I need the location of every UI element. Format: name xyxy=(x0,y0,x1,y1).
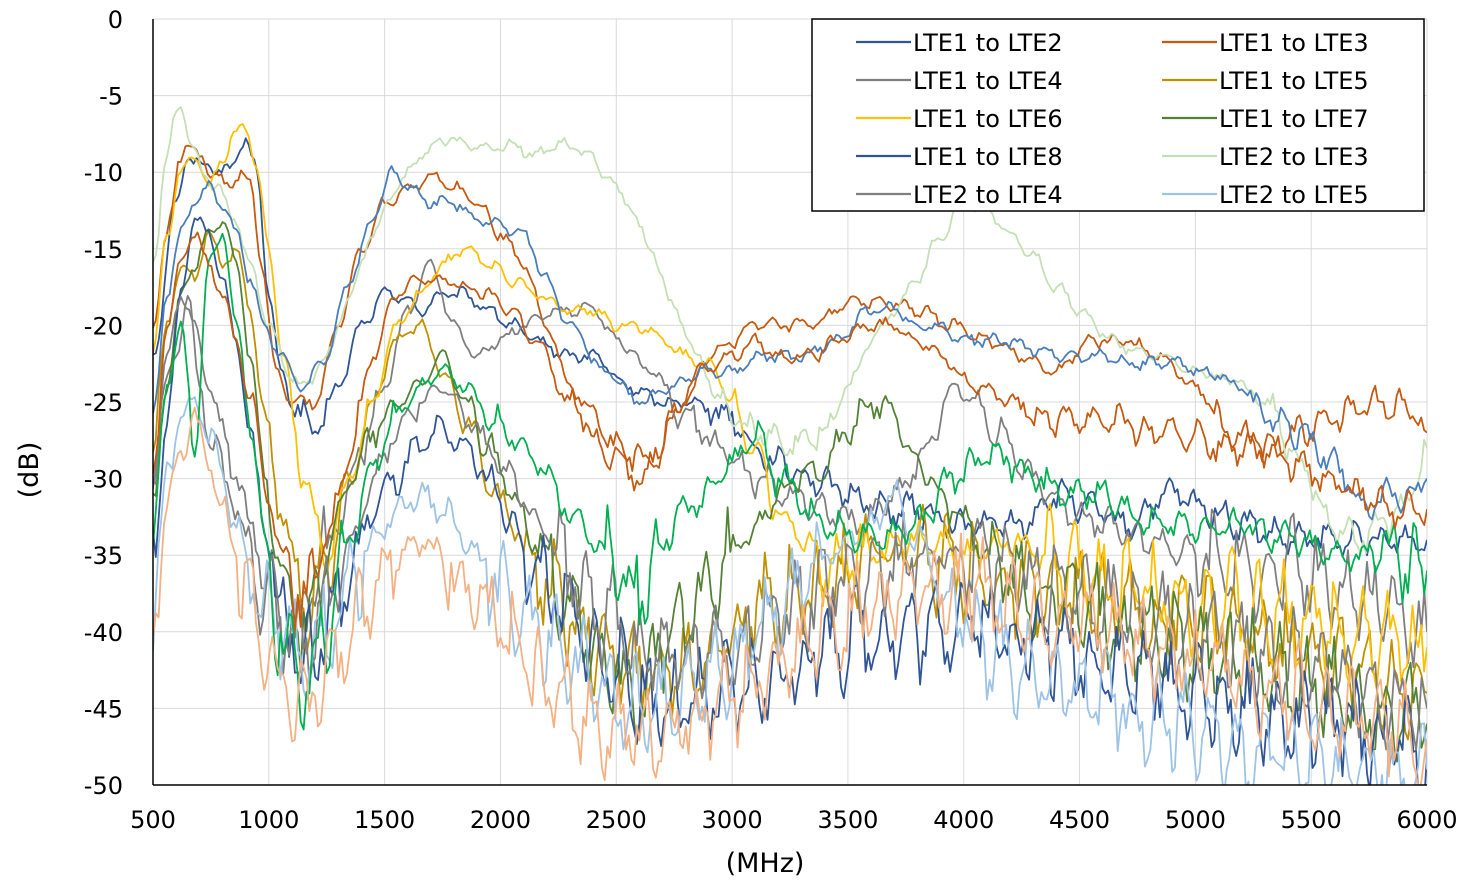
series-line-lte2-to-lte5 xyxy=(153,396,1427,785)
y-tick-label: -45 xyxy=(84,695,123,723)
series-line-lte2-to-lte4 xyxy=(153,295,1427,751)
y-tick-label: -40 xyxy=(84,619,123,647)
series-line-extra-1 xyxy=(153,232,1427,731)
x-tick-label: 5500 xyxy=(1281,806,1342,834)
legend-box xyxy=(811,18,1425,212)
series-group xyxy=(153,106,1427,785)
y-tick-label: -50 xyxy=(84,772,123,800)
y-tick-label: 0 xyxy=(108,6,123,34)
legend-label: LTE2 to LTE3 xyxy=(1219,143,1369,171)
x-tick-label: 1500 xyxy=(354,806,415,834)
x-tick-label: 3500 xyxy=(817,806,878,834)
series-line-extra-4 xyxy=(153,406,1427,785)
series-line-lte1-to-lte8 xyxy=(153,216,1427,785)
legend-label: LTE1 to LTE7 xyxy=(1219,105,1369,133)
y-tick-label: -5 xyxy=(99,83,123,111)
x-tick-label: 2000 xyxy=(470,806,531,834)
y-tick-label: -25 xyxy=(84,389,123,417)
legend-label: LTE1 to LTE4 xyxy=(913,67,1063,95)
x-tick-label: 6000 xyxy=(1396,806,1457,834)
legend-label: LTE1 to LTE8 xyxy=(913,143,1063,171)
y-axis-label: (dB) xyxy=(14,442,45,499)
series-line-lte1-to-lte2 xyxy=(153,137,1427,558)
y-tick-label: -10 xyxy=(84,159,123,187)
x-tick-label: 5000 xyxy=(1165,806,1226,834)
x-tick-label: 3000 xyxy=(702,806,763,834)
legend-label: LTE2 to LTE4 xyxy=(913,181,1063,209)
series-line-lte1-to-lte6 xyxy=(153,123,1427,690)
series-line-extra-3 xyxy=(153,231,1427,632)
legend-label: LTE2 to LTE5 xyxy=(1219,181,1369,209)
legend-label: LTE1 to LTE5 xyxy=(1219,67,1369,95)
series-line-lte1-to-lte3 xyxy=(153,144,1427,472)
legend-label: LTE1 to LTE2 xyxy=(913,29,1063,57)
y-tick-label: -35 xyxy=(84,542,123,570)
x-tick-label: 4500 xyxy=(1049,806,1110,834)
legend-label: LTE1 to LTE6 xyxy=(913,105,1063,133)
x-tick-label: 1000 xyxy=(238,806,299,834)
x-tick-label: 2500 xyxy=(586,806,647,834)
axes: 500 1000 1500 2000 2500 3000 3500 4000 4500 5000 5… xyxy=(84,6,1458,834)
x-tick-label: 4000 xyxy=(933,806,994,834)
x-axis-label: (MHz) xyxy=(726,848,805,879)
y-tick-label: -20 xyxy=(84,312,123,340)
y-tick-label: -30 xyxy=(84,466,123,494)
legend-label: LTE1 to LTE3 xyxy=(1219,29,1369,57)
x-tick-label: 500 xyxy=(130,806,176,834)
y-tick-label: -15 xyxy=(84,236,123,264)
legend: LTE1 to LTE2 LTE1 to LTE3 LTE1 to LTE4 LTE1… xyxy=(811,18,1425,212)
series-line-extra-2 xyxy=(153,165,1427,521)
